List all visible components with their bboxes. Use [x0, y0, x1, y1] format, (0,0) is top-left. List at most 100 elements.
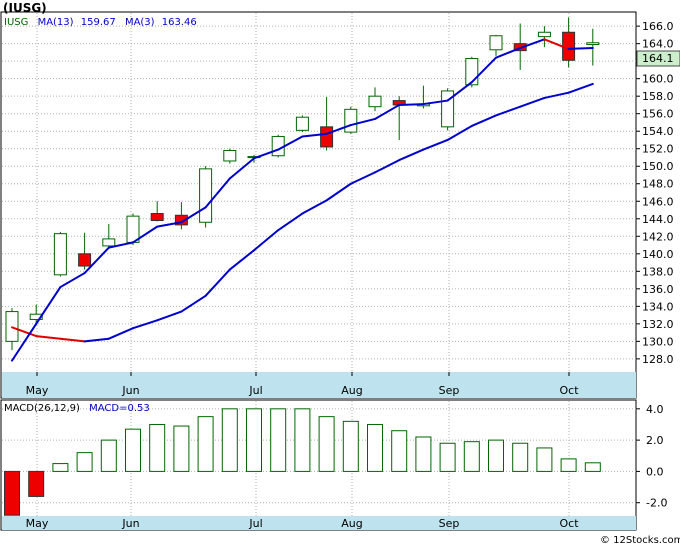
- ma3-line-segment: [228, 157, 255, 180]
- ma3-line-segment: [253, 148, 280, 160]
- ma3-line-segment: [543, 38, 570, 50]
- macd-bar-positive: [246, 408, 262, 472]
- y-tick-label: 150.0: [642, 160, 674, 173]
- candle: [489, 34, 503, 56]
- ma3-line-segment: [446, 81, 473, 102]
- ma3-line-segment: [11, 322, 38, 362]
- y-tick-label: 132.0: [642, 318, 674, 331]
- macd-y-tick-label: 4.0: [646, 403, 664, 416]
- macd-bar-positive: [560, 458, 577, 472]
- candle-body-up: [344, 108, 358, 133]
- y-tick-label: 164.0: [642, 38, 674, 51]
- y-tick-label: 140.0: [642, 248, 674, 261]
- candle-body-up: [295, 116, 309, 131]
- macd-bar-positive: [512, 442, 529, 472]
- candle: [150, 201, 164, 222]
- ma3-line-segment: [495, 47, 522, 59]
- watermark: © 12Stocks.com: [600, 535, 680, 546]
- macd-bar-positive: [584, 462, 601, 472]
- ma13-line-segment: [446, 124, 473, 141]
- candle-body-up: [223, 149, 237, 162]
- ma13-line-segment: [156, 310, 183, 322]
- candle-body-down: [78, 253, 92, 267]
- legend-macd-value: MACD=0.53: [89, 403, 150, 414]
- macd-bar-negative: [28, 470, 45, 497]
- candle-body-up: [489, 35, 503, 51]
- y-tick-label: 134.0: [642, 300, 674, 313]
- ma3-line-segment: [35, 286, 62, 325]
- ma3-line-segment: [374, 103, 401, 120]
- y-tick-label: 160.0: [642, 73, 674, 86]
- ma3-line-segment: [107, 241, 134, 249]
- candle-body-up: [586, 42, 600, 46]
- x-tick-label: Sep: [439, 384, 460, 397]
- y-tick-label: 130.0: [642, 335, 674, 348]
- candle-body-down: [150, 213, 164, 222]
- candle: [562, 17, 576, 68]
- ma3-line-segment: [83, 246, 110, 275]
- ma3-line-segment: [422, 99, 449, 106]
- candle: [223, 148, 237, 164]
- macd-bar-positive: [52, 463, 69, 472]
- candle-body-up: [537, 31, 551, 38]
- x-tick-label: Jul: [248, 384, 262, 397]
- legend-ma13-label: MA(13): [38, 17, 74, 28]
- ma3-line-segment: [349, 117, 376, 127]
- ma13-line-segment: [398, 148, 425, 162]
- legend-ma13-value: 159.67: [81, 17, 116, 28]
- legend-symbol: IUSG: [4, 17, 28, 28]
- ma13-line-segment: [422, 138, 449, 151]
- ma3-line-segment: [156, 221, 183, 228]
- macd-bar-positive: [270, 408, 287, 472]
- ma13-line-segment: [107, 327, 134, 340]
- y-tick-label: 138.0: [642, 265, 674, 278]
- ma13-line-segment: [253, 229, 280, 252]
- ma13-line-segment: [11, 326, 38, 338]
- ma13-line-segment: [349, 171, 376, 185]
- candle-body-down: [174, 214, 188, 226]
- legend-ma3-value: 163.46: [162, 17, 197, 28]
- macd-y-axis: -2.0 0.0 2.0 4.0: [636, 403, 667, 510]
- macd-x-tick-label: Aug: [341, 517, 362, 530]
- ma3-line-segment: [301, 132, 328, 138]
- ma13-line-segment: [543, 91, 570, 99]
- ma13-line-segment: [519, 96, 546, 108]
- macd-bar-positive: [221, 408, 238, 472]
- candlesticks: [5, 17, 600, 351]
- candle-body-up: [53, 233, 67, 276]
- price-x-axis: May Jun Jul Aug Sep Oct: [26, 372, 579, 397]
- macd-bar-positive: [173, 425, 190, 472]
- ma13-line-segment: [277, 212, 304, 232]
- macd-bar-positive: [391, 430, 408, 472]
- ma13-line-segment: [374, 159, 401, 174]
- x-tick-label: Jun: [121, 384, 139, 397]
- candle: [295, 115, 309, 133]
- candle-body-up: [271, 135, 285, 157]
- macd-bar-positive: [149, 423, 166, 472]
- candle: [199, 166, 213, 228]
- price-legend: IUSG MA(13) 159.67 MA(3) 163.46: [4, 17, 197, 28]
- macd-x-tick-label: Jun: [121, 517, 139, 530]
- y-tick-label: 146.0: [642, 195, 674, 208]
- candle: [102, 224, 116, 249]
- ma3-line-segment: [398, 103, 425, 106]
- date-axis-band: [2, 372, 636, 398]
- y-tick-label: 142.0: [642, 230, 674, 243]
- moving-averages: [11, 38, 594, 362]
- ma13-line-segment: [83, 337, 110, 343]
- ma13-line-segment: [180, 294, 207, 313]
- candle: [53, 231, 67, 277]
- ma13-line-segment: [132, 319, 159, 330]
- ma13-line-segment: [567, 82, 594, 94]
- y-tick-label: 148.0: [642, 178, 674, 191]
- date-axis-band-macd: [2, 516, 636, 530]
- chart-title: (IUSG): [3, 1, 47, 15]
- ma3-line-segment: [325, 124, 352, 135]
- macd-bar-positive: [463, 441, 480, 472]
- x-tick-label: Oct: [559, 384, 579, 397]
- macd-x-tick-label: Oct: [559, 517, 579, 530]
- last-price-value: 164.1: [642, 52, 674, 65]
- candle-body-up: [102, 238, 116, 247]
- macd-bar-positive: [342, 420, 359, 472]
